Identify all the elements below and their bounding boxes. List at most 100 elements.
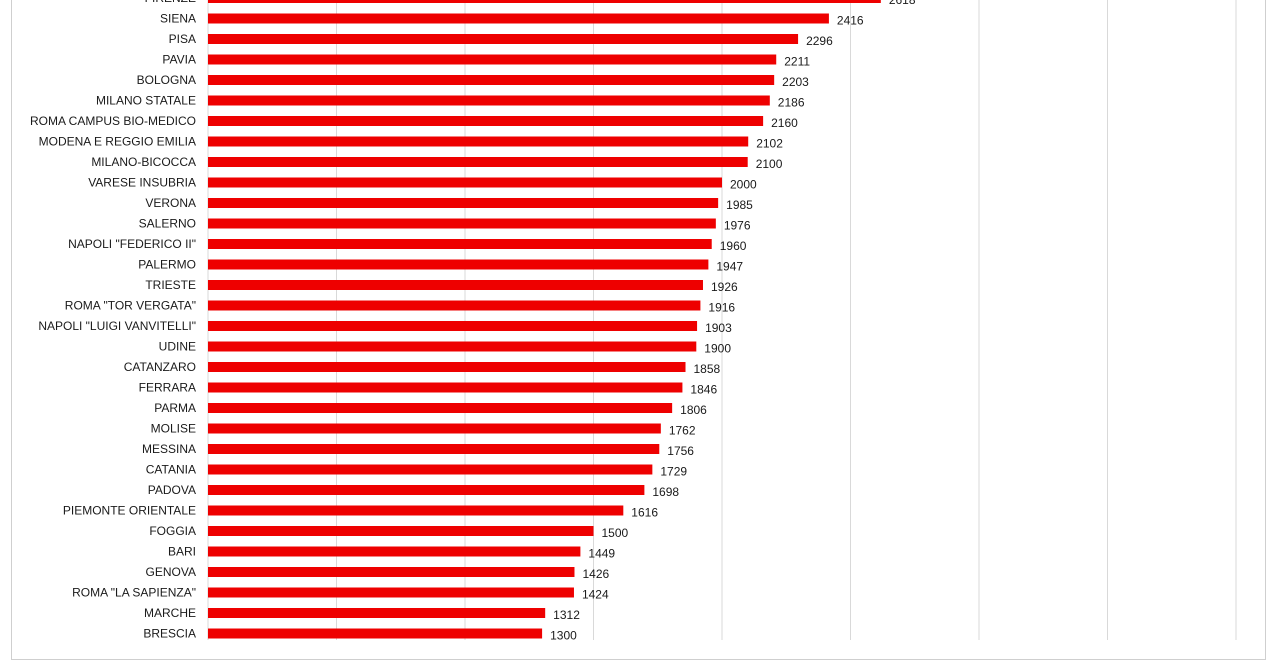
bar: [208, 136, 749, 147]
bar: [208, 444, 660, 454]
category-label: FIRENZE: [145, 0, 196, 5]
value-labels: 2618 2416 2296 2211 2203 2186 2160 2102 2100 2000…: [550, 0, 916, 640]
category-label: MODENA E REGGIO EMILIA: [39, 135, 196, 149]
value-label: 2203: [782, 75, 809, 89]
category-label: FOGGIA: [149, 524, 196, 538]
value-label: 2000: [730, 178, 757, 192]
value-label: 1926: [711, 280, 738, 294]
value-label: 1756: [667, 444, 694, 458]
value-label: 2618: [889, 0, 916, 7]
bar: [208, 485, 645, 495]
bar: [208, 177, 722, 188]
bar: [208, 608, 546, 618]
value-label: 2100: [756, 157, 783, 171]
value-label: 1312: [553, 608, 580, 622]
value-label: 1300: [550, 629, 577, 641]
category-label: MESSINA: [142, 442, 196, 456]
bar: [208, 13, 829, 24]
category-label: MILANO-BICOCCA: [91, 155, 196, 169]
category-label: BOLOGNA: [137, 73, 196, 87]
bar: [208, 567, 575, 577]
category-label: PALERMO: [138, 258, 196, 272]
category-label: FERRARA: [139, 381, 196, 395]
value-label: 1806: [680, 403, 707, 417]
category-label: ROMA "TOR VERGATA": [65, 299, 196, 313]
category-label: PIEMONTE ORIENTALE: [63, 504, 196, 518]
category-label: PAVIA: [162, 53, 196, 67]
bar: [208, 218, 716, 229]
bar: [208, 198, 719, 208]
bar: [208, 34, 799, 44]
gridlines: [207, 0, 1237, 640]
category-label: VARESE INSUBRIA: [88, 176, 196, 190]
category-label: BARI: [168, 545, 196, 559]
category-label: GENOVA: [146, 565, 196, 579]
bar-chart: FIRENZE SIENA PISA PAVIA BOLOGNA MILANO STATA…: [30, 0, 1237, 640]
value-label: 2296: [806, 34, 833, 48]
value-label: 1947: [716, 260, 743, 274]
value-label: 1500: [602, 526, 629, 540]
value-label: 1426: [582, 567, 609, 581]
bar: [208, 403, 673, 413]
bar: [208, 423, 661, 434]
value-label: 2102: [756, 137, 783, 151]
bar: [208, 259, 709, 270]
category-label: UDINE: [159, 340, 196, 354]
category-label: NAPOLI "LUIGI VANVITELLI": [38, 319, 196, 333]
value-label: 1762: [669, 424, 696, 438]
value-label: 2186: [778, 96, 805, 110]
category-label: NAPOLI "FEDERICO II": [68, 237, 196, 251]
category-label: VERONA: [145, 196, 196, 210]
bar: [208, 95, 770, 106]
value-label: 2160: [771, 116, 798, 130]
value-label: 1729: [660, 465, 687, 479]
category-labels: FIRENZE SIENA PISA PAVIA BOLOGNA MILANO STATA…: [30, 0, 196, 640]
bar: [208, 116, 764, 126]
bar: [208, 505, 624, 516]
value-label: 1976: [724, 219, 751, 233]
category-label: PARMA: [154, 401, 196, 415]
value-label: 2416: [837, 14, 864, 28]
bar: [208, 587, 574, 598]
category-label: MARCHE: [144, 606, 196, 620]
bar: [208, 239, 712, 249]
bar: [208, 341, 697, 352]
value-label: 1900: [704, 342, 731, 356]
value-label: 1846: [690, 383, 717, 397]
category-label: PISA: [169, 32, 196, 46]
value-label: 2211: [784, 55, 810, 69]
category-label: ROMA "LA SAPIENZA": [72, 586, 196, 600]
value-label: 1858: [694, 362, 721, 376]
value-label: 1424: [582, 588, 609, 602]
bar: [208, 362, 686, 372]
value-label: 1903: [705, 321, 732, 335]
bar: [208, 464, 653, 475]
bar: [208, 280, 703, 290]
bar: [208, 157, 748, 167]
value-label: 1960: [720, 239, 747, 253]
category-label: MOLISE: [151, 422, 196, 436]
category-label: PADOVA: [148, 483, 196, 497]
bar: [208, 321, 698, 331]
category-label: SALERNO: [139, 217, 196, 231]
bar: [208, 75, 775, 85]
category-label: MILANO STATALE: [96, 94, 196, 108]
bar: [208, 54, 777, 65]
bar: [208, 382, 683, 393]
category-label: SIENA: [160, 12, 196, 26]
value-label: 1985: [726, 198, 753, 212]
value-label: 1616: [631, 506, 658, 520]
bar: [208, 0, 881, 3]
bar: [208, 628, 543, 639]
bars: [208, 0, 881, 639]
category-label: CATANIA: [146, 463, 196, 477]
category-label: TRIESTE: [145, 278, 196, 292]
bar: [208, 526, 594, 536]
category-label: CATANZARO: [124, 360, 196, 374]
bar: [208, 546, 581, 557]
category-label: BRESCIA: [143, 627, 196, 641]
category-label: ROMA CAMPUS BIO-MEDICO: [30, 114, 196, 128]
value-label: 1449: [588, 547, 615, 561]
value-label: 1916: [708, 301, 735, 315]
bar: [208, 300, 701, 311]
